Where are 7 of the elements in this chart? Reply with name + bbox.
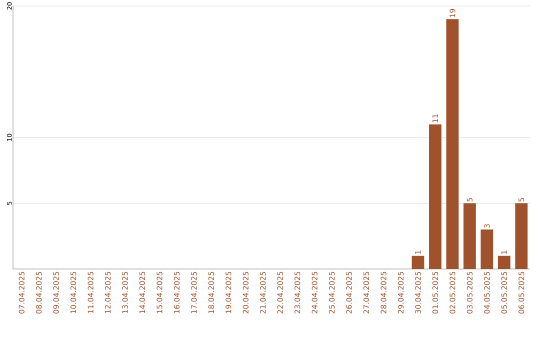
bar [446, 19, 459, 269]
bar [463, 203, 476, 269]
bar [498, 256, 510, 269]
bar [412, 256, 424, 269]
bar [515, 203, 528, 269]
bar [480, 230, 494, 269]
bar [429, 124, 442, 269]
